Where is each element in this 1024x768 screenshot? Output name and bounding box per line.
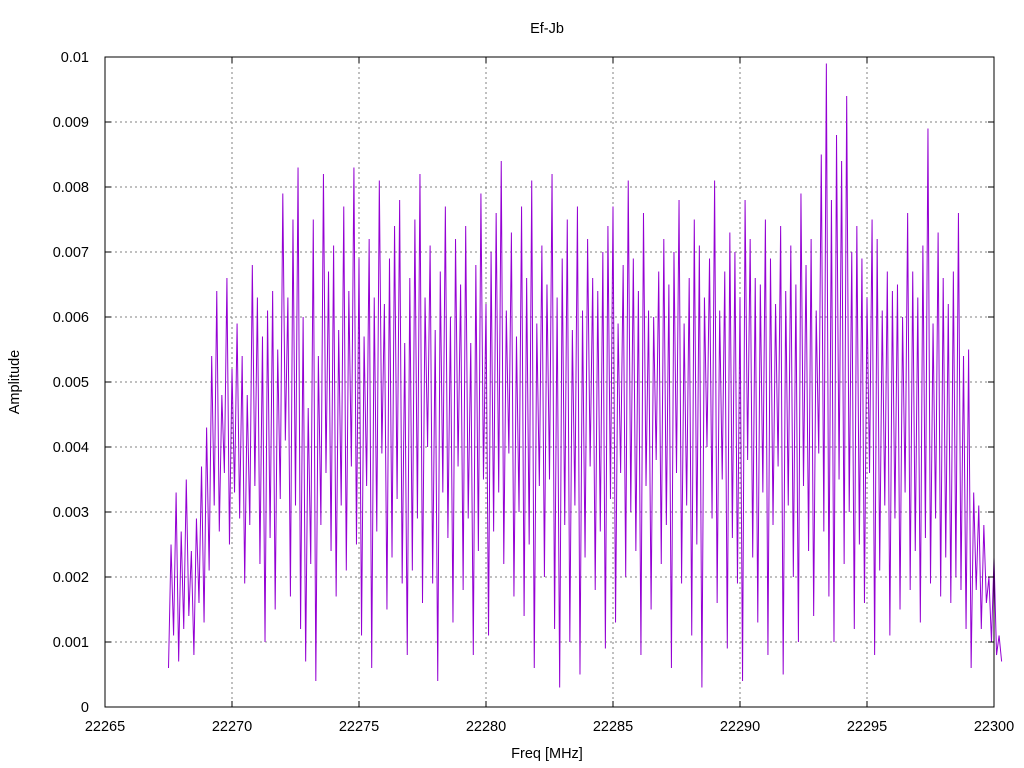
y-tick-label: 0.01 xyxy=(61,50,89,66)
chart-title: Ef-Jb xyxy=(530,21,564,37)
y-axis-label: Amplitude xyxy=(7,350,23,414)
x-tick-label: 22265 xyxy=(85,719,125,735)
x-tick-label: 22270 xyxy=(212,719,252,735)
x-tick-label: 22280 xyxy=(466,719,506,735)
y-tick-label: 0.006 xyxy=(53,310,89,326)
series-trace xyxy=(168,63,1003,688)
y-tick-label: 0.001 xyxy=(53,635,89,651)
axis-ticks xyxy=(104,56,995,708)
x-tick-label: 22275 xyxy=(339,719,379,735)
y-tick-label: 0.009 xyxy=(53,115,89,131)
y-tick-label: 0.005 xyxy=(53,375,89,391)
x-tick-label: 22295 xyxy=(847,719,887,735)
y-tick-label: 0.007 xyxy=(53,245,89,261)
y-tick-labels: 0 0.001 0.002 0.003 0.004 0.005 0.006 0.007 0.00… xyxy=(53,50,89,716)
x-axis-label: Freq [MHz] xyxy=(511,746,583,762)
x-tick-label: 22290 xyxy=(720,719,760,735)
y-tick-label: 0 xyxy=(81,700,89,716)
y-tick-label: 0.004 xyxy=(53,440,89,456)
x-tick-label: 22285 xyxy=(593,719,633,735)
x-tick-label: 22300 xyxy=(974,719,1014,735)
y-tick-label: 0.008 xyxy=(53,180,89,196)
x-tick-labels: 22265 22270 22275 22280 22285 22290 22295 22300 xyxy=(85,719,1014,735)
y-tick-label: 0.002 xyxy=(53,570,89,586)
y-tick-label: 0.003 xyxy=(53,505,89,521)
amplitude-series-line xyxy=(168,63,1003,688)
